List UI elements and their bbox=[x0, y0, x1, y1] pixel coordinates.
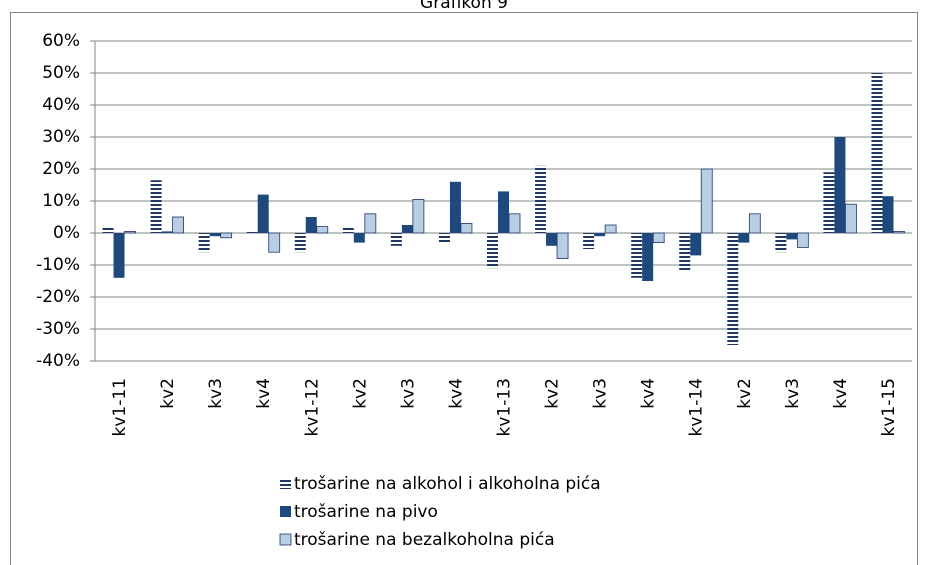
bar bbox=[535, 165, 547, 233]
y-tick-label: 60% bbox=[42, 31, 80, 51]
legend-label: trošarine na alkohol i alkoholna pića bbox=[294, 474, 601, 494]
x-tick-label: kv1-13 bbox=[495, 378, 515, 437]
bar bbox=[786, 233, 798, 240]
bar bbox=[161, 231, 173, 233]
y-tick-label: -20% bbox=[36, 287, 80, 307]
bar bbox=[294, 233, 306, 253]
bar bbox=[150, 180, 162, 233]
x-tick-label: kv3 bbox=[591, 378, 611, 409]
bar bbox=[257, 194, 269, 233]
x-tick-label: kv4 bbox=[831, 378, 851, 409]
bar bbox=[775, 233, 787, 253]
bar bbox=[642, 233, 654, 281]
y-tick-label: 40% bbox=[42, 95, 80, 115]
bar bbox=[246, 231, 258, 233]
legend-swatch bbox=[279, 533, 292, 546]
bar bbox=[198, 233, 210, 253]
bar bbox=[498, 191, 509, 233]
x-tick-label: kv2 bbox=[350, 378, 370, 409]
chart-frame bbox=[10, 12, 918, 565]
chart-title: Grafikon 9 bbox=[420, 0, 508, 13]
bar bbox=[124, 230, 136, 234]
legend-swatch bbox=[280, 478, 291, 489]
x-tick-label: kv2 bbox=[158, 378, 178, 409]
x-tick-label: kv2 bbox=[543, 378, 563, 409]
y-tick-label: -10% bbox=[36, 255, 80, 275]
bar bbox=[823, 172, 835, 233]
bar bbox=[700, 168, 713, 234]
bar bbox=[172, 216, 184, 234]
bar bbox=[390, 233, 402, 246]
bar bbox=[401, 225, 413, 233]
bar bbox=[353, 233, 365, 243]
y-tick-label: 20% bbox=[42, 159, 80, 179]
bar bbox=[316, 226, 329, 234]
bar bbox=[268, 232, 281, 253]
x-tick-label: kv3 bbox=[206, 378, 226, 409]
bar bbox=[449, 181, 461, 233]
bar bbox=[796, 232, 809, 248]
bar bbox=[652, 232, 665, 243]
bar bbox=[487, 233, 498, 269]
bar bbox=[438, 233, 450, 243]
legend-label: trošarine na pivo bbox=[294, 502, 438, 522]
y-tick-label: -30% bbox=[36, 319, 80, 339]
bar bbox=[834, 137, 846, 233]
y-tick-label: 50% bbox=[42, 63, 80, 83]
x-tick-label: kv2 bbox=[735, 378, 755, 409]
bar bbox=[679, 233, 691, 272]
y-tick-label: -40% bbox=[36, 351, 80, 371]
legend-swatch bbox=[280, 506, 291, 517]
y-tick-label: 10% bbox=[42, 191, 80, 211]
bar bbox=[738, 233, 750, 243]
bar bbox=[508, 213, 521, 234]
x-tick-label: kv1-12 bbox=[302, 378, 322, 437]
bar bbox=[102, 226, 114, 233]
bar bbox=[727, 233, 739, 345]
bar bbox=[364, 213, 377, 234]
bar bbox=[893, 230, 905, 234]
x-tick-label: kv1-14 bbox=[687, 378, 707, 437]
x-tick-label: kv1-11 bbox=[110, 378, 130, 437]
bar bbox=[604, 224, 617, 234]
x-tick-label: kv4 bbox=[639, 378, 659, 409]
bar bbox=[845, 203, 857, 234]
bar bbox=[546, 233, 558, 246]
bar bbox=[113, 233, 125, 278]
x-tick-label: kv3 bbox=[398, 378, 418, 409]
legend-label: trošarine na bezalkoholna pića bbox=[294, 530, 555, 550]
bar bbox=[460, 222, 473, 234]
bar bbox=[583, 233, 595, 249]
bar bbox=[220, 232, 233, 239]
bar bbox=[305, 217, 317, 233]
bar bbox=[342, 226, 354, 233]
bar bbox=[748, 213, 761, 234]
x-tick-label: kv1-15 bbox=[879, 378, 899, 437]
bar bbox=[690, 233, 702, 256]
bar bbox=[631, 233, 643, 278]
bar bbox=[871, 73, 883, 233]
bar bbox=[594, 233, 606, 237]
y-tick-label: 0% bbox=[53, 223, 80, 243]
bar bbox=[412, 198, 425, 234]
x-tick-label: kv4 bbox=[254, 378, 274, 409]
bar bbox=[882, 196, 894, 233]
y-tick-label: 30% bbox=[42, 127, 80, 147]
bar bbox=[209, 233, 221, 237]
x-tick-label: kv3 bbox=[783, 378, 803, 409]
x-tick-label: kv4 bbox=[446, 378, 466, 409]
bar bbox=[556, 232, 569, 260]
